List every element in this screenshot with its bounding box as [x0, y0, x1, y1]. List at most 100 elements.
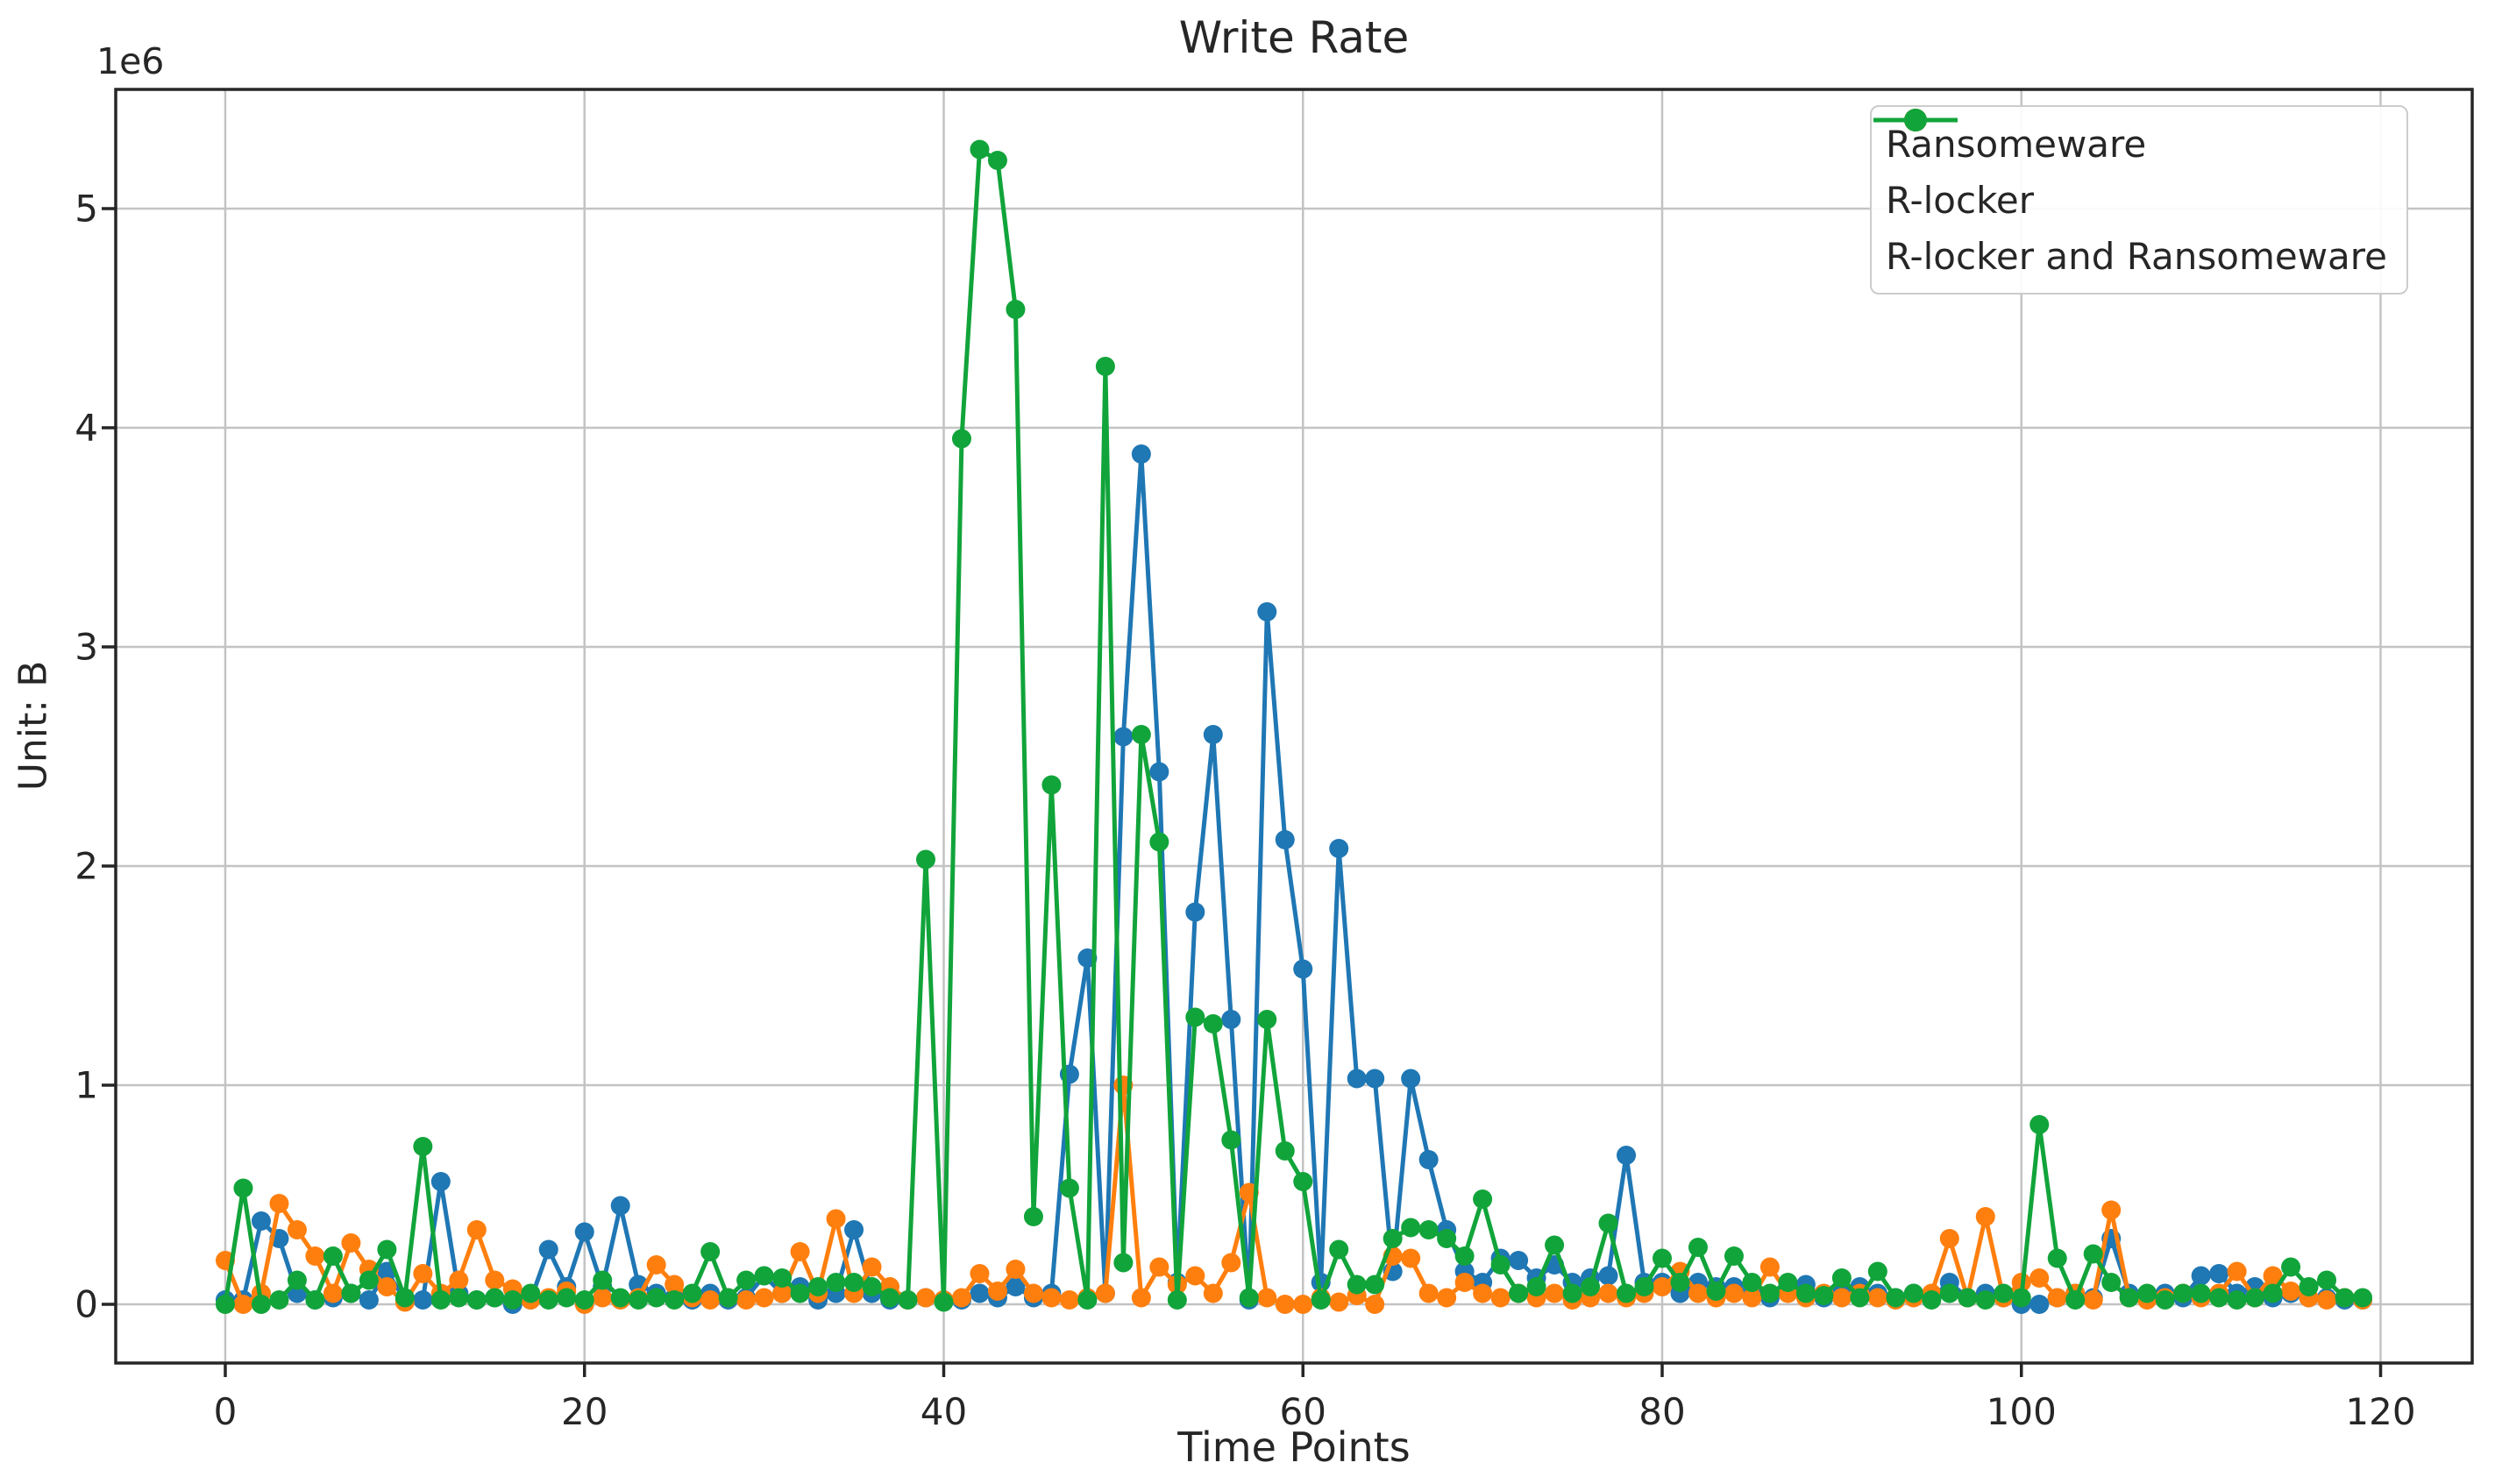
data-point-marker: [1041, 775, 1062, 795]
data-point-marker: [2029, 1268, 2050, 1288]
data-point-marker: [1724, 1246, 1744, 1266]
data-point-marker: [430, 1290, 451, 1310]
data-point-marker: [1886, 1288, 1906, 1308]
data-point-marker: [646, 1288, 666, 1308]
data-point-marker: [341, 1233, 361, 1253]
data-point-marker: [233, 1295, 253, 1314]
data-point-marker: [665, 1275, 685, 1295]
data-point-marker: [557, 1288, 577, 1308]
data-point-marker: [1454, 1246, 1475, 1266]
data-point-marker: [1742, 1288, 1762, 1308]
data-point-marker: [323, 1283, 343, 1303]
data-point-marker: [1275, 1141, 1295, 1161]
data-point-marker: [395, 1288, 415, 1308]
data-point-marker: [485, 1270, 505, 1290]
data-point-marker: [1329, 839, 1349, 858]
x-tick-label: 60: [1279, 1390, 1326, 1433]
data-point-marker: [934, 1292, 954, 1312]
x-tick-label: 0: [213, 1390, 238, 1433]
data-point-marker: [1149, 1257, 1169, 1277]
data-point-marker: [1221, 1253, 1241, 1273]
data-point-marker: [1275, 1295, 1295, 1314]
data-point-marker: [2353, 1288, 2373, 1308]
data-point-marker: [1095, 357, 1115, 376]
data-point-marker: [449, 1288, 469, 1308]
data-point-marker: [2335, 1288, 2355, 1308]
data-point-marker: [1185, 1266, 1205, 1286]
data-point-marker: [215, 1295, 235, 1314]
data-point-marker: [1598, 1213, 1618, 1233]
data-point-marker: [1581, 1277, 1601, 1296]
x-tick-label: 40: [920, 1390, 968, 1433]
data-point-marker: [682, 1283, 702, 1303]
y-tick-label: 5: [75, 187, 98, 231]
data-point-marker: [233, 1178, 253, 1198]
data-point-marker: [413, 1290, 433, 1310]
data-point-marker: [413, 1137, 433, 1156]
y-tick-label: 4: [75, 406, 98, 450]
data-point-marker: [2209, 1288, 2229, 1308]
data-point-marker: [287, 1220, 307, 1239]
y-tick-label: 2: [75, 844, 98, 888]
data-point-marker: [359, 1270, 379, 1290]
data-point-marker: [1293, 1172, 1313, 1191]
data-point-marker: [1131, 725, 1151, 744]
data-point-marker: [485, 1288, 505, 1308]
data-point-marker: [2047, 1288, 2067, 1308]
data-point-marker: [1598, 1266, 1618, 1286]
data-point-marker: [970, 1283, 990, 1303]
data-point-marker: [1149, 832, 1169, 852]
data-point-marker: [1418, 1150, 1439, 1169]
data-point-marker: [772, 1283, 793, 1303]
data-point-marker: [1437, 1229, 1457, 1248]
data-point-marker: [1401, 1218, 1421, 1238]
data-point-marker: [305, 1290, 325, 1310]
data-point-marker: [1023, 1283, 1043, 1303]
data-point-marker: [1059, 1178, 1079, 1198]
data-point-marker: [1293, 1295, 1313, 1314]
data-point-marker: [413, 1264, 433, 1283]
data-point-marker: [1418, 1283, 1439, 1303]
data-point-marker: [2281, 1282, 2301, 1301]
data-point-marker: [880, 1288, 900, 1308]
data-point-marker: [521, 1283, 541, 1303]
data-point-marker: [1617, 1283, 1637, 1303]
data-point-marker: [1526, 1277, 1546, 1296]
chart-title: Write Rate: [1178, 12, 1410, 63]
data-point-marker: [2119, 1288, 2139, 1308]
data-point-marker: [1922, 1290, 1942, 1310]
data-point-marker: [1401, 1069, 1421, 1089]
x-tick-label: 20: [560, 1390, 608, 1433]
data-point-marker: [1131, 444, 1151, 464]
data-point-marker: [1275, 830, 1295, 849]
data-point-marker: [1831, 1288, 1852, 1308]
data-point-marker: [826, 1209, 846, 1229]
data-point-marker: [1795, 1283, 1816, 1303]
data-point-marker: [1562, 1283, 1582, 1303]
data-point-marker: [1383, 1229, 1403, 1248]
data-point-marker: [2281, 1257, 2301, 1277]
y-axis-label: Unit: B: [11, 660, 56, 792]
data-point-marker: [2065, 1290, 2086, 1310]
data-point-marker: [269, 1194, 289, 1213]
legend-line-marker-icon: [1873, 109, 1958, 131]
data-point-marker: [1975, 1290, 1995, 1310]
data-point-marker: [1509, 1283, 1529, 1303]
data-point-marker: [2029, 1115, 2050, 1134]
data-point-marker: [916, 849, 935, 870]
data-point-marker: [1759, 1257, 1780, 1277]
data-point-marker: [1994, 1283, 2014, 1303]
data-point-marker: [1688, 1238, 1708, 1257]
data-point-marker: [718, 1288, 738, 1308]
data-point-marker: [1490, 1288, 1511, 1308]
data-point-marker: [1670, 1273, 1690, 1292]
data-point-marker: [574, 1290, 594, 1310]
data-point-marker: [2191, 1266, 2211, 1286]
data-point-marker: [1975, 1207, 1995, 1226]
data-point-marker: [736, 1270, 757, 1290]
data-point-marker: [1437, 1288, 1457, 1308]
data-point-marker: [916, 1288, 935, 1308]
data-point-marker: [1329, 1239, 1349, 1260]
data-point-marker: [1545, 1235, 1565, 1255]
data-point-marker: [593, 1288, 613, 1308]
